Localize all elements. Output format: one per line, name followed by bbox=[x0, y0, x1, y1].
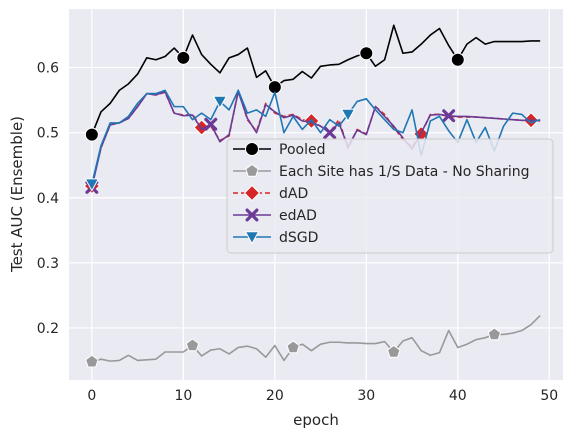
y-axis-label: Test AUC (Ensemble) bbox=[8, 116, 26, 273]
data-point bbox=[84, 178, 100, 192]
data-point bbox=[442, 109, 456, 123]
legend-label: Pooled bbox=[279, 142, 325, 158]
data-point bbox=[340, 108, 356, 122]
legend-box bbox=[226, 138, 554, 254]
legend-marker bbox=[244, 231, 260, 245]
legend-marker bbox=[245, 163, 259, 177]
series-4 bbox=[84, 89, 541, 192]
series-layer bbox=[83, 24, 541, 368]
legend-marker bbox=[245, 142, 259, 156]
x-tick-label: 50 bbox=[540, 388, 558, 404]
x-tick-label: 30 bbox=[357, 388, 375, 404]
legend-label: edAD bbox=[279, 208, 317, 224]
x-tick-label: 20 bbox=[266, 388, 284, 404]
data-point bbox=[386, 344, 401, 358]
legend-label: dSGD bbox=[279, 230, 318, 246]
data-point bbox=[204, 117, 218, 131]
series-line bbox=[91, 314, 541, 363]
series-line bbox=[91, 90, 541, 188]
y-tick-label: 0.5 bbox=[37, 126, 59, 142]
y-tick-label: 0.4 bbox=[37, 191, 59, 207]
x-tick-label: 0 bbox=[87, 388, 96, 404]
series-line bbox=[91, 89, 541, 185]
data-point bbox=[85, 354, 99, 368]
series-1 bbox=[85, 314, 541, 368]
data-point bbox=[176, 50, 191, 65]
data-point bbox=[286, 340, 300, 354]
legend: Pooled Each Site has 1/S Data - No Sharin… bbox=[226, 138, 554, 254]
data-point bbox=[84, 127, 99, 142]
y-tick-label: 0.3 bbox=[37, 256, 59, 272]
x-axis-label: epoch bbox=[293, 411, 339, 429]
y-tick-label: 0.6 bbox=[37, 61, 59, 77]
series-line bbox=[91, 24, 541, 135]
x-tick-label: 10 bbox=[174, 388, 192, 404]
data-point bbox=[487, 327, 502, 341]
series-3 bbox=[85, 90, 541, 194]
ticks: 0 10 20 30 40 50 0.2 0.3 0.4 0.5 0.6 bbox=[37, 61, 558, 404]
legend-marker bbox=[245, 208, 259, 222]
legend-label: dAD bbox=[279, 186, 308, 202]
legend-marker bbox=[243, 184, 261, 202]
y-tick-label: 0.2 bbox=[37, 321, 59, 337]
data-point bbox=[323, 126, 337, 140]
x-tick-label: 40 bbox=[449, 388, 467, 404]
data-point bbox=[185, 338, 200, 352]
data-point bbox=[212, 95, 228, 109]
data-point bbox=[450, 52, 465, 67]
legend-label: Each Site has 1/S Data - No Sharing bbox=[279, 164, 530, 180]
data-point bbox=[359, 46, 374, 61]
series-0 bbox=[84, 24, 541, 142]
